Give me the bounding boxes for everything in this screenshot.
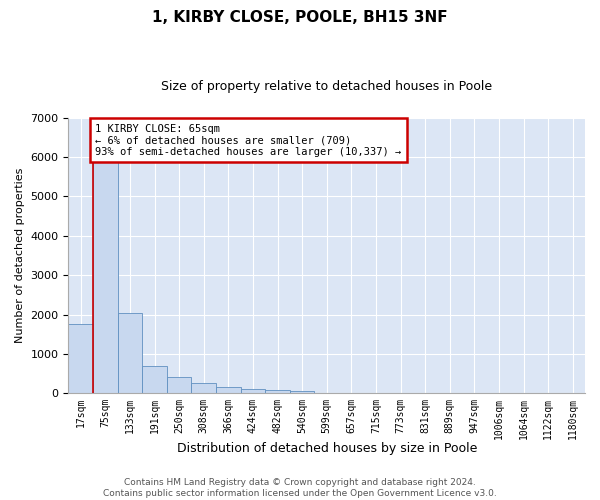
Text: Contains HM Land Registry data © Crown copyright and database right 2024.
Contai: Contains HM Land Registry data © Crown c… <box>103 478 497 498</box>
Bar <box>241 390 265 393</box>
Bar <box>93 161 118 393</box>
Bar <box>191 384 216 393</box>
Bar <box>167 378 191 393</box>
Bar <box>216 388 241 393</box>
X-axis label: Distribution of detached houses by size in Poole: Distribution of detached houses by size … <box>176 442 477 455</box>
Text: 1 KIRBY CLOSE: 65sqm
← 6% of detached houses are smaller (709)
93% of semi-detac: 1 KIRBY CLOSE: 65sqm ← 6% of detached ho… <box>95 124 402 157</box>
Bar <box>68 324 93 393</box>
Text: 1, KIRBY CLOSE, POOLE, BH15 3NF: 1, KIRBY CLOSE, POOLE, BH15 3NF <box>152 10 448 25</box>
Y-axis label: Number of detached properties: Number of detached properties <box>15 168 25 343</box>
Title: Size of property relative to detached houses in Poole: Size of property relative to detached ho… <box>161 80 492 93</box>
Bar <box>265 390 290 393</box>
Bar <box>142 366 167 393</box>
Bar <box>290 392 314 393</box>
Bar <box>118 312 142 393</box>
